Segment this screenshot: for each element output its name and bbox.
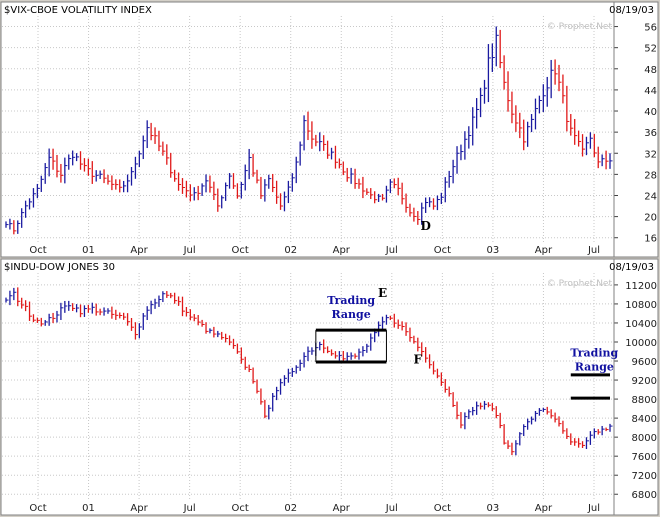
annotation-label: Range [575, 361, 614, 374]
x-tick-label: Oct [434, 245, 451, 256]
chart-title: $INDU-DOW JONES 30 [4, 262, 115, 273]
x-tick-label: Apr [130, 245, 148, 256]
x-tick-label: Jul [183, 503, 196, 514]
annotation-label: D [420, 219, 430, 233]
y-tick-label: 28 [644, 170, 657, 181]
x-tick-label: 03 [487, 245, 500, 256]
y-tick-label: 40 [644, 107, 657, 118]
annotation-label: F [414, 352, 423, 366]
panel-frame [0, 1, 659, 258]
x-tick-label: Jul [385, 503, 398, 514]
y-tick-label: 20 [644, 213, 657, 224]
y-tick-label: 10400 [625, 319, 657, 330]
x-tick-label: Oct [29, 503, 46, 514]
y-tick-label: 8800 [632, 395, 657, 406]
y-tick-label: 7200 [632, 471, 657, 482]
panel-1: 6800 7200 7600 8000 8400 8800 9200 9600 10000 104… [0, 258, 659, 516]
y-tick-label: 6800 [632, 490, 657, 501]
y-tick-label: 24 [644, 191, 657, 202]
x-tick-label: 02 [284, 503, 297, 514]
x-tick-label: Oct [232, 245, 249, 256]
x-tick-label: Jul [183, 245, 196, 256]
watermark: © Prophet.Net [547, 279, 613, 289]
y-tick-label: 9200 [632, 376, 657, 387]
x-tick-label: 01 [82, 245, 95, 256]
x-tick-label: Apr [130, 503, 148, 514]
chart-date: 08/19/03 [609, 5, 654, 16]
x-tick-label: Oct [434, 503, 451, 514]
x-tick-label: Jul [385, 245, 398, 256]
x-tick-label: Apr [333, 245, 351, 256]
x-tick-label: Jul [587, 503, 600, 514]
y-tick-label: 8400 [632, 414, 657, 425]
y-tick-label: 56 [644, 23, 657, 34]
x-tick-label: 01 [82, 503, 95, 514]
x-tick-label: Apr [535, 245, 553, 256]
annotation-label: Range [332, 308, 371, 321]
y-tick-label: 48 [644, 65, 657, 76]
chart-date: 08/19/03 [609, 262, 654, 273]
watermark: © Prophet.Net [547, 22, 613, 32]
panel-0: 16 20 24 28 32 36 40 44 48 52 56 Oct 01 Apr Jul Oct 02 Ap… [0, 1, 659, 258]
y-tick-label: 9600 [632, 357, 657, 368]
chart-title: $VIX-CBOE VOLATILITY INDEX [4, 5, 152, 16]
y-tick-label: 8000 [632, 433, 657, 444]
y-tick-label: 10000 [625, 338, 657, 349]
y-tick-label: 36 [644, 128, 657, 139]
x-tick-label: Apr [535, 503, 553, 514]
panel-frame [0, 258, 659, 516]
annotation-label: E [378, 286, 387, 300]
annotation-label: Trading [327, 294, 375, 307]
y-tick-label: 44 [644, 86, 657, 97]
x-tick-label: 02 [284, 245, 297, 256]
y-tick-label: 16 [644, 234, 657, 245]
annotation-label: Trading [570, 346, 618, 359]
y-tick-label: 11200 [625, 281, 657, 292]
y-tick-label: 52 [644, 44, 657, 55]
y-tick-label: 7600 [632, 452, 657, 463]
x-tick-label: 03 [487, 503, 500, 514]
x-tick-label: Apr [333, 503, 351, 514]
y-tick-label: 32 [644, 149, 657, 160]
x-tick-label: Oct [29, 245, 46, 256]
x-tick-label: Jul [587, 245, 600, 256]
y-tick-label: 10800 [625, 300, 657, 311]
x-tick-label: Oct [232, 503, 249, 514]
